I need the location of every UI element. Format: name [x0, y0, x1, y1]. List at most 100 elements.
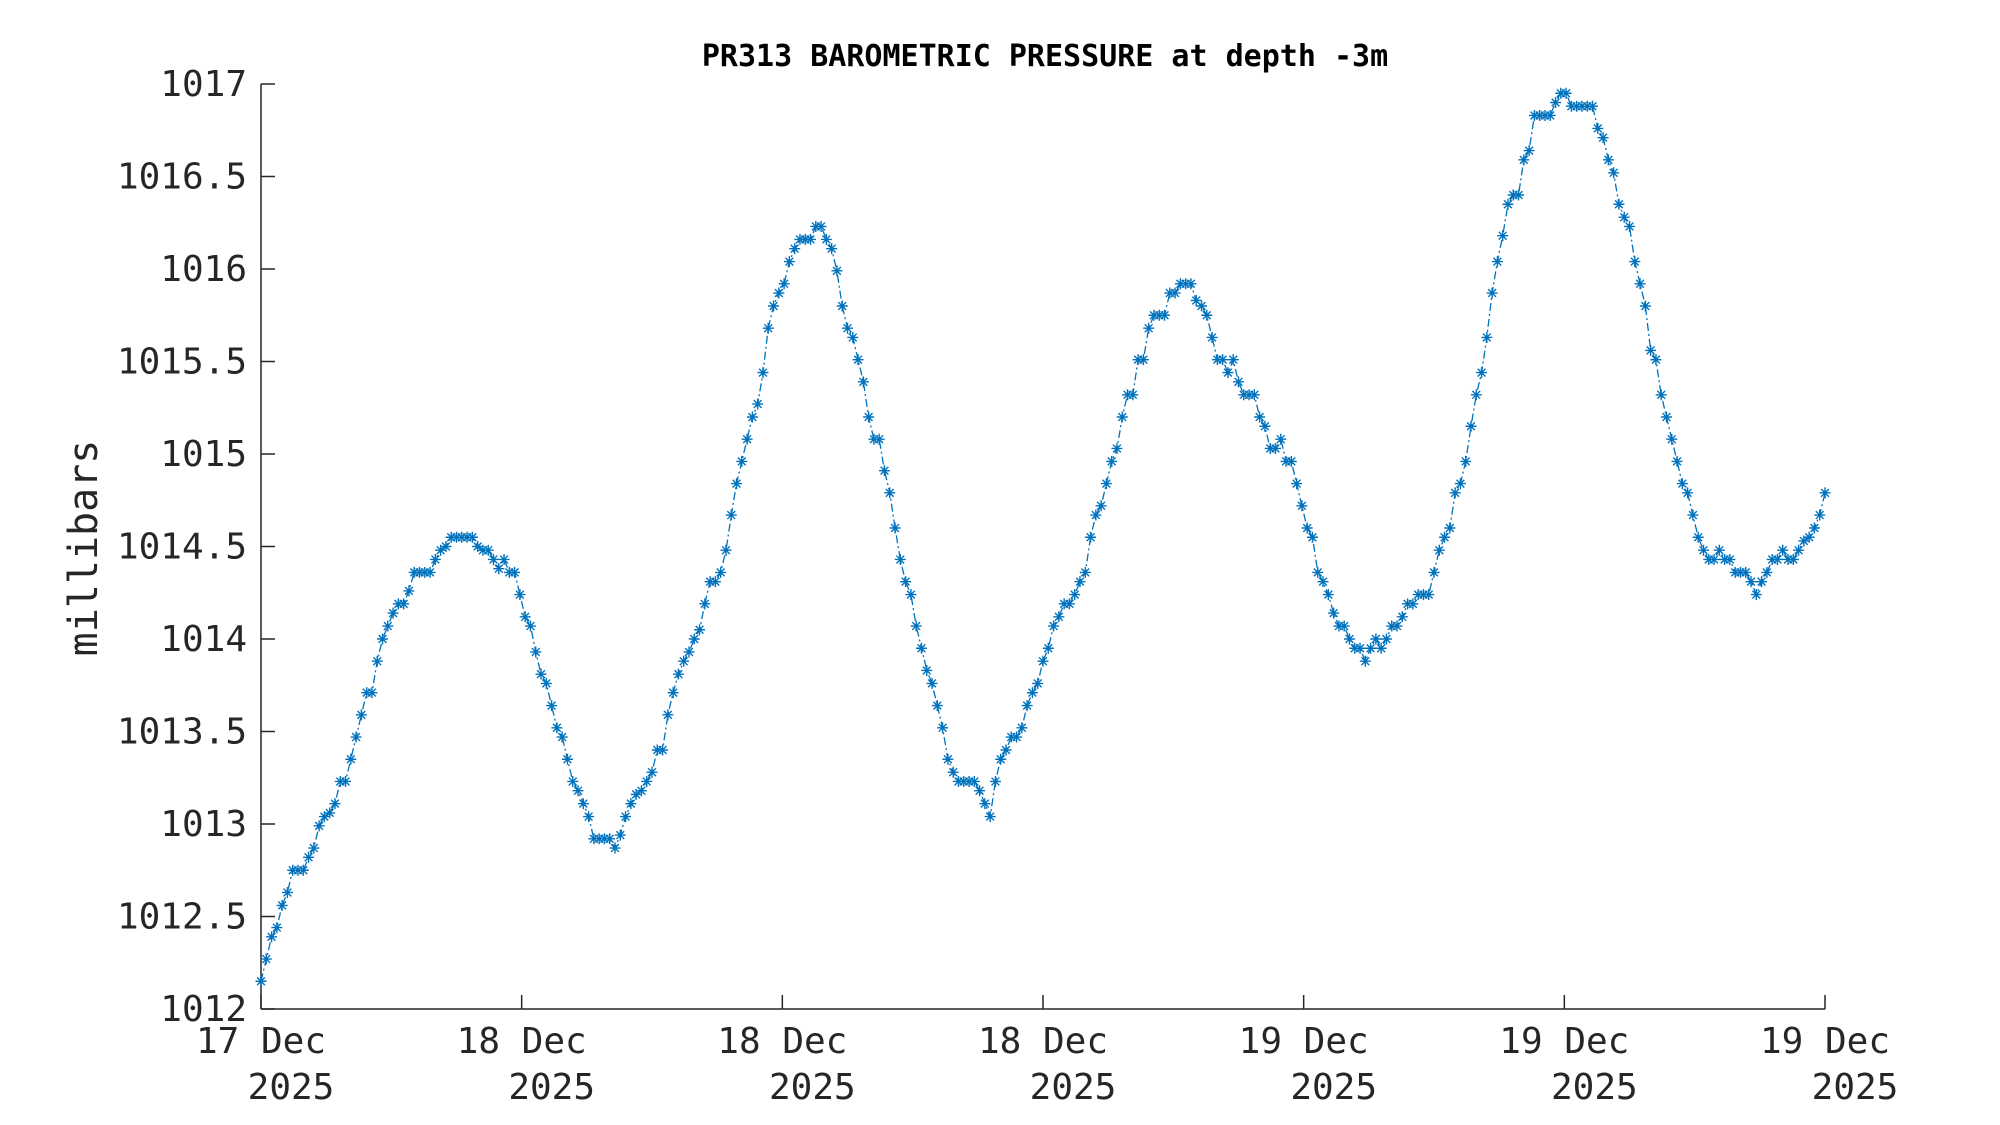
data-point [1217, 354, 1229, 366]
data-point [989, 775, 1001, 787]
data-point [1523, 145, 1535, 157]
data-point [672, 668, 684, 680]
data-point [1634, 278, 1646, 290]
data-point [926, 677, 938, 689]
data-point [635, 785, 647, 797]
data-point [1196, 300, 1208, 312]
data-point [757, 367, 769, 379]
x-tick-label-year: 2025 [1290, 1067, 1377, 1108]
data-point [641, 775, 653, 787]
data-point [1233, 376, 1244, 388]
data-point [313, 820, 325, 832]
data-point [937, 722, 949, 734]
data-point [429, 553, 441, 565]
data-point [1708, 553, 1720, 565]
y-tick-label: 1014.5 [117, 527, 247, 568]
data-point [1518, 154, 1530, 166]
x-tick-label: 18 Dec [457, 1021, 587, 1062]
data-point [466, 531, 478, 543]
data-point [530, 646, 542, 658]
data-point [1724, 553, 1736, 565]
data-point [1137, 354, 1149, 366]
data-point [1248, 389, 1260, 401]
data-point [820, 233, 832, 245]
data-point [1359, 655, 1371, 667]
data-point [1011, 731, 1023, 743]
data-point [1391, 620, 1403, 632]
data-point [683, 646, 695, 658]
series-group [255, 87, 1831, 987]
data-point [1365, 642, 1377, 654]
y-tick-label: 1015.5 [117, 342, 247, 383]
data-point [1491, 256, 1503, 268]
data-point [873, 433, 885, 445]
y-tick-label: 1013.5 [117, 712, 247, 753]
data-point [842, 322, 853, 334]
y-tick-label: 1017 [160, 64, 247, 105]
data-point [1053, 611, 1065, 623]
data-point [1460, 455, 1472, 467]
data-point [487, 553, 499, 565]
data-point [709, 576, 721, 588]
data-point [1407, 598, 1419, 610]
data-point [1444, 522, 1456, 534]
y-axis-label: millibars [61, 440, 107, 657]
data-point [366, 687, 378, 699]
data-point [1317, 576, 1329, 588]
data-point [1259, 420, 1271, 432]
data-point [1306, 531, 1318, 543]
data-point [1048, 620, 1060, 632]
data-point [609, 842, 621, 854]
data-point [1106, 455, 1118, 467]
data-point [1143, 322, 1155, 334]
data-point [720, 544, 732, 556]
data-point [424, 566, 436, 578]
data-point [1761, 566, 1773, 578]
y-tick-label: 1012 [160, 989, 247, 1030]
data-point [1587, 100, 1599, 112]
data-point [1756, 576, 1768, 588]
data-point [1328, 607, 1340, 619]
data-point [699, 598, 711, 610]
data-point [1032, 677, 1044, 689]
data-point [514, 589, 526, 601]
data-point [1470, 389, 1482, 401]
data-point [1602, 154, 1614, 166]
data-point [741, 433, 753, 445]
data-point [1190, 294, 1202, 306]
data-point [1021, 700, 1033, 712]
data-point [1227, 354, 1239, 366]
data-point [614, 829, 626, 841]
data-point [1037, 655, 1049, 667]
data-point [1269, 442, 1281, 454]
data-point [863, 411, 875, 423]
data-point [1476, 367, 1488, 379]
data-point [572, 785, 584, 797]
data-point [1713, 544, 1725, 556]
data-point [266, 931, 278, 943]
data-point [1423, 589, 1435, 601]
data-point [1676, 478, 1688, 490]
data-point [1079, 566, 1091, 578]
data-point [1608, 167, 1620, 179]
data-point [1100, 478, 1112, 490]
data-point [1465, 420, 1477, 432]
data-point [1291, 478, 1303, 490]
data-point [1750, 589, 1762, 601]
data-point [1592, 122, 1604, 134]
data-point [1116, 411, 1128, 423]
data-point [1380, 633, 1392, 645]
data-point [836, 300, 848, 312]
data-point [1085, 531, 1097, 543]
data-point [894, 553, 906, 565]
data-point [583, 811, 595, 823]
data-point [1016, 722, 1028, 734]
data-point [773, 287, 785, 299]
data-point [382, 620, 394, 632]
data-point [1624, 220, 1635, 232]
data-point [561, 753, 573, 765]
data-point [1370, 633, 1382, 645]
y-tick-label: 1016.5 [117, 157, 247, 198]
data-point [884, 487, 896, 499]
